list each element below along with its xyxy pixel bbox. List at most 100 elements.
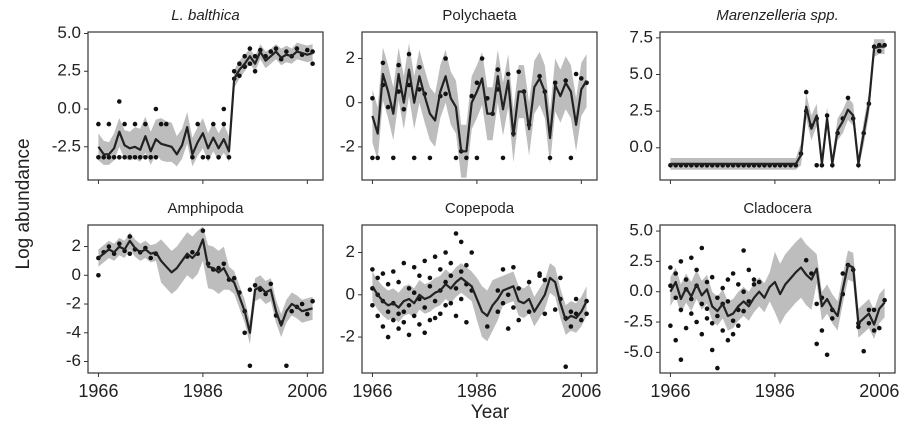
plot-frame [87,31,324,181]
data-point [122,155,127,160]
data-point [438,311,443,317]
y-tick-label: -5.0 [624,342,653,361]
data-point [385,281,391,287]
x-tick-label: 2006 [287,381,327,401]
y-tick-label: -2 [66,294,81,313]
data-point [537,271,542,276]
data-point [730,271,736,276]
data-point [117,241,122,246]
data-point [117,155,122,160]
data-point [552,307,558,312]
data-point [453,286,459,291]
data-point [469,93,475,99]
data-point [746,267,752,273]
panel: Polychaeta -2 0 2 [340,7,598,184]
data-point [704,279,710,285]
mean-line [371,68,588,153]
x-axis-label: Year [471,402,510,423]
y-tick-label: 0 [72,265,81,284]
data-point [158,121,164,127]
data-point [370,96,375,101]
data-point [678,357,684,363]
data-point [305,311,310,317]
data-point [96,273,101,278]
data-point [668,323,673,329]
data-point [221,261,227,267]
data-point [396,311,401,317]
plot-frame [361,31,598,181]
data-point [866,307,872,313]
data-point [127,251,133,256]
data-point [877,325,882,331]
y-tick-label: -4 [66,322,81,341]
data-point [231,69,237,74]
y-tick-label: 5.0 [629,64,653,83]
data-point [96,121,101,127]
data-point [247,287,253,293]
data-point [552,80,558,86]
data-point [153,155,159,160]
data-point [736,282,741,287]
mean-line [97,238,313,334]
data-point [375,275,381,281]
data-point [443,279,448,285]
data-point [830,316,835,321]
data-point [751,277,757,282]
data-point [448,260,454,266]
y-tick-label: -6 [66,351,81,370]
data-point [96,155,101,160]
y-tick-label: 0 [346,284,355,303]
data-point [505,292,511,298]
data-point [579,317,584,323]
data-point [401,320,407,325]
data-point [242,330,247,336]
data-point [443,91,448,97]
data-point [432,315,438,321]
data-point [704,306,710,312]
data-point [505,326,511,331]
plot-frame [87,224,324,374]
data-point [247,61,253,66]
data-point [310,61,315,66]
data-point [422,305,428,310]
data-point [526,309,532,315]
panel: L. balthica -2.5 0.0 2.5 5.0 [52,7,324,184]
mean-line [669,263,886,326]
y-tick-label: 5.0 [57,23,81,42]
data-point [148,155,153,160]
data-point [164,121,169,127]
data-point [537,73,542,79]
data-point [370,303,375,308]
data-point [683,325,689,331]
data-point [106,155,112,160]
data-point [474,155,480,161]
data-point [252,69,258,74]
data-point [866,321,872,326]
data-point [127,234,133,239]
data-point [500,267,506,272]
data-point [242,53,247,59]
data-point [401,107,407,112]
y-tick-label: 0.0 [57,99,81,118]
data-point [370,267,375,272]
data-point [226,155,232,160]
data-point [132,121,138,127]
data-point [819,328,825,333]
plot-frame [659,224,896,374]
data-point [464,262,469,268]
data-point [678,307,684,313]
data-point [422,258,428,264]
data-point [485,324,490,329]
panel-title: Marenzelleria spp. [716,7,839,24]
y-tick-label: 7.5 [629,27,653,46]
data-point [573,71,579,77]
data-point [216,155,221,160]
panel-title: Cladocera [743,200,812,217]
mean-line [97,50,313,156]
panel-title: Copepoda [445,200,515,217]
data-point [715,365,720,371]
data-point [709,347,715,353]
data-point [375,155,381,161]
data-point [495,288,501,293]
